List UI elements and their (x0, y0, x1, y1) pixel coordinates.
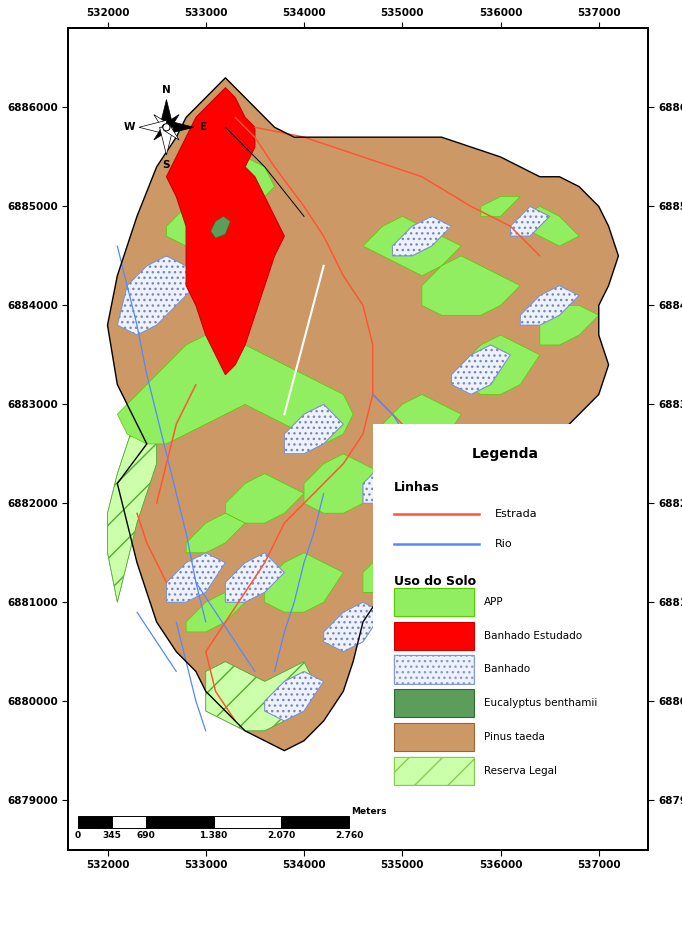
Polygon shape (206, 662, 314, 731)
Polygon shape (139, 120, 166, 134)
Polygon shape (363, 543, 422, 592)
Polygon shape (166, 88, 284, 375)
Polygon shape (461, 582, 520, 622)
Polygon shape (510, 207, 550, 236)
Polygon shape (108, 395, 157, 602)
Text: 2.760: 2.760 (335, 831, 364, 840)
Polygon shape (383, 395, 461, 454)
Text: E: E (200, 123, 207, 132)
Bar (373, 424, 638, 801)
Polygon shape (166, 553, 226, 602)
Text: Linhas: Linhas (394, 480, 440, 494)
Polygon shape (540, 305, 599, 345)
Polygon shape (164, 125, 179, 140)
Bar (394, 621, 473, 649)
Bar (394, 655, 473, 683)
Text: Meters: Meters (351, 807, 387, 816)
Polygon shape (117, 335, 353, 444)
Polygon shape (461, 335, 540, 395)
Polygon shape (166, 120, 194, 134)
Bar (282, 816, 349, 828)
Polygon shape (324, 602, 383, 651)
Polygon shape (186, 514, 245, 553)
Text: 0: 0 (75, 831, 81, 840)
Text: 2.070: 2.070 (267, 831, 295, 840)
Polygon shape (186, 592, 245, 632)
Polygon shape (206, 187, 235, 227)
Polygon shape (284, 404, 343, 454)
Text: Estrada: Estrada (495, 510, 537, 519)
Polygon shape (520, 286, 579, 325)
Polygon shape (304, 454, 383, 514)
Text: Legenda: Legenda (472, 447, 539, 461)
Text: 345: 345 (102, 831, 121, 840)
Polygon shape (164, 114, 179, 130)
Text: 690: 690 (136, 831, 155, 840)
Polygon shape (211, 216, 231, 238)
Polygon shape (154, 125, 169, 140)
Circle shape (163, 124, 170, 131)
Bar (394, 588, 473, 615)
Polygon shape (265, 671, 324, 721)
Text: Banhado: Banhado (484, 665, 531, 674)
Text: APP: APP (484, 597, 504, 607)
Text: Uso do Solo: Uso do Solo (394, 575, 476, 587)
Polygon shape (166, 196, 275, 276)
Bar (394, 689, 473, 717)
Polygon shape (481, 424, 559, 483)
Polygon shape (117, 256, 196, 335)
Text: S: S (163, 160, 170, 170)
Polygon shape (160, 99, 173, 127)
Bar (78, 816, 112, 828)
Polygon shape (160, 127, 173, 155)
Polygon shape (226, 553, 284, 602)
Text: Reserva Legal: Reserva Legal (484, 766, 557, 776)
Polygon shape (481, 196, 520, 216)
Polygon shape (422, 256, 520, 315)
Polygon shape (422, 494, 481, 543)
Bar (213, 816, 282, 828)
Text: Banhado Estudado: Banhado Estudado (484, 631, 582, 641)
Text: Rio: Rio (495, 539, 512, 549)
Text: N: N (162, 85, 170, 94)
Polygon shape (392, 216, 451, 256)
Text: Pinus taeda: Pinus taeda (484, 733, 545, 742)
Polygon shape (363, 216, 461, 276)
Bar (112, 816, 146, 828)
Polygon shape (154, 114, 169, 130)
Bar (394, 757, 473, 785)
Text: W: W (123, 123, 135, 132)
Polygon shape (520, 207, 579, 246)
Polygon shape (186, 137, 275, 207)
Polygon shape (226, 474, 304, 523)
Polygon shape (108, 77, 619, 750)
Polygon shape (363, 454, 422, 503)
Polygon shape (265, 553, 343, 612)
Text: Eucalyptus benthamii: Eucalyptus benthamii (484, 699, 597, 708)
Bar (394, 757, 473, 785)
Bar (394, 655, 473, 683)
Bar (394, 723, 473, 751)
Text: 1.380: 1.380 (200, 831, 228, 840)
Bar (146, 816, 213, 828)
Polygon shape (451, 345, 510, 395)
